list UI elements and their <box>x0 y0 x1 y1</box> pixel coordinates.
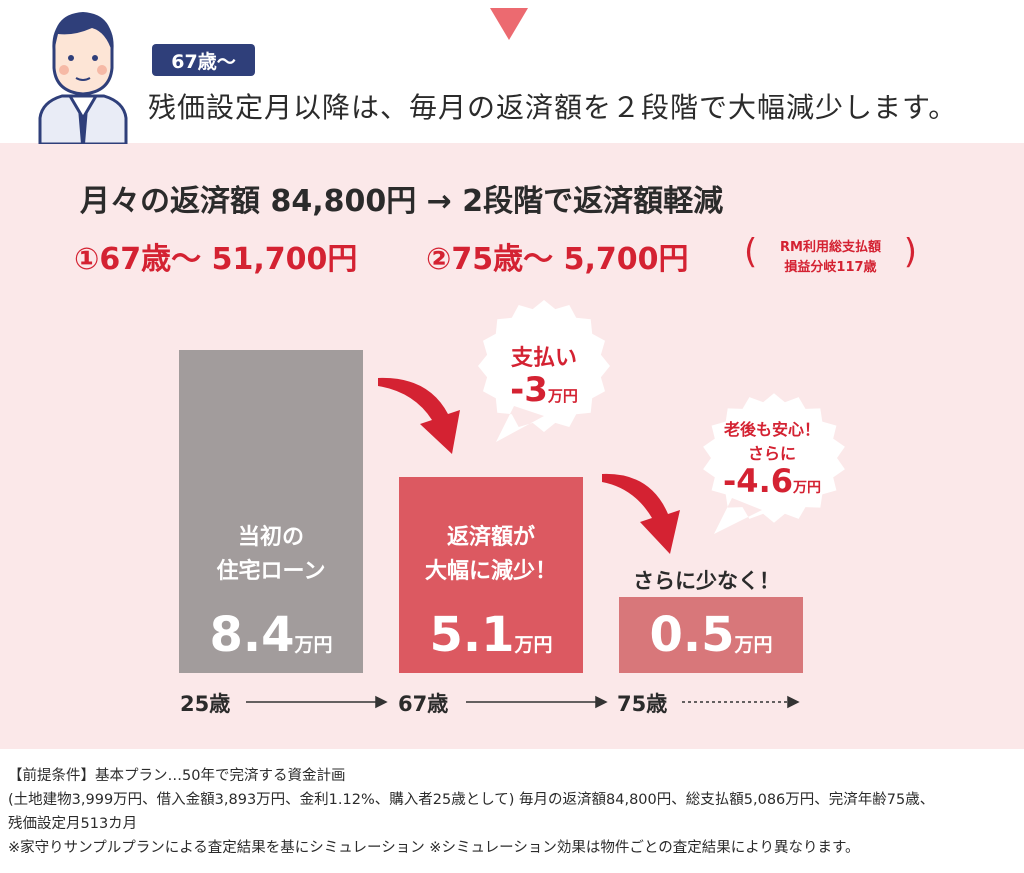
businessman-icon <box>38 12 128 144</box>
callout-2-line2: さらに <box>747 444 796 463</box>
timeline-arrow-2 <box>466 695 608 709</box>
down-triangle-icon <box>490 8 528 40</box>
age-badge: 67歳〜 <box>152 44 255 76</box>
callout-burst-2: 老後も安心！ さらに -4.6万円 <box>692 388 852 538</box>
bar-25-value: 8.4万円 <box>209 607 332 663</box>
bar-67-label: 返済額が 大幅に減少！ <box>424 525 557 584</box>
x-label-25: 25歳 <box>180 692 231 716</box>
bar-25-label: 当初の 住宅ローン <box>216 525 326 584</box>
footnote-line3: 残価設定月513カ月 <box>8 816 138 832</box>
callout-2-unit: 万円 <box>792 480 821 496</box>
bar-25-unit: 万円 <box>294 634 333 656</box>
bar-75-value: 0.5万円 <box>649 607 772 663</box>
paren-close: ) <box>903 232 917 272</box>
rm-note-line2: 損益分岐117歳 <box>784 260 877 275</box>
footnote-line4: ※家守りサンプルプランによる査定結果を基にシミュレーション ※シミュレーション効… <box>8 840 860 856</box>
callout-1-value: -3万円 <box>474 370 614 410</box>
decrease-arrow-2-icon <box>602 473 680 554</box>
bar-75-caption: さらに少なく！ <box>633 569 780 593</box>
timeline-arrow-1 <box>246 695 388 709</box>
bar-67-value: 5.1万円 <box>429 607 552 663</box>
callout-1-line1: 支払い <box>510 346 577 371</box>
footnote: 【前提条件】基本プラン…50年で完済する資金計画 (土地建物3,999万円、借入… <box>8 764 1020 860</box>
step1-label: ①67歳〜 51,700円 <box>74 242 358 277</box>
step2-label: ②75歳〜 5,700円 <box>426 242 689 277</box>
callout-2-value: -4.6万円 <box>692 462 852 500</box>
x-label-75: 75歳 <box>617 692 668 716</box>
bar-75-unit: 万円 <box>734 634 773 656</box>
callout-2-line1: 老後も安心！ <box>723 420 820 439</box>
timeline-arrow-dotted <box>682 695 800 709</box>
bar-67: 返済額が 大幅に減少！ 5.1万円 <box>399 477 583 673</box>
rm-note: ( RM利用総支払額 損益分岐117歳 ) <box>744 232 917 280</box>
bar-75: 0.5万円 <box>619 597 803 673</box>
paren-open: ( <box>744 232 758 272</box>
burst-1-shape <box>478 300 610 442</box>
headline: 残価設定月以降は、毎月の返済額を２段階で大幅減少します。 <box>148 91 958 124</box>
footnote-line2: (土地建物3,999万円、借入金額3,893万円、金利1.12%、購入者25歳と… <box>8 792 935 808</box>
callout-1-unit: 万円 <box>547 387 578 405</box>
rm-note-line1: RM利用総支払額 <box>780 240 881 255</box>
bar-25-value-number: 8.4 <box>209 607 295 663</box>
decrease-arrow-1-icon <box>378 377 460 454</box>
burst-2-shape <box>703 393 845 534</box>
bar-75-value-number: 0.5 <box>649 607 735 663</box>
bar-67-value-number: 5.1 <box>429 607 515 663</box>
payment-summary: 月々の返済額 84,800円 → 2段階で返済額軽減 <box>80 184 724 219</box>
bar-67-unit: 万円 <box>514 634 553 656</box>
bar-25: 当初の 住宅ローン 8.4万円 <box>179 350 363 673</box>
callout-2-number: -4.6 <box>723 462 793 500</box>
callout-burst-1: 支払い -3万円 <box>474 296 614 446</box>
footnote-line1: 【前提条件】基本プラン…50年で完済する資金計画 <box>8 768 346 784</box>
x-label-67: 67歳 <box>398 692 449 716</box>
callout-1-number: -3 <box>510 370 548 410</box>
